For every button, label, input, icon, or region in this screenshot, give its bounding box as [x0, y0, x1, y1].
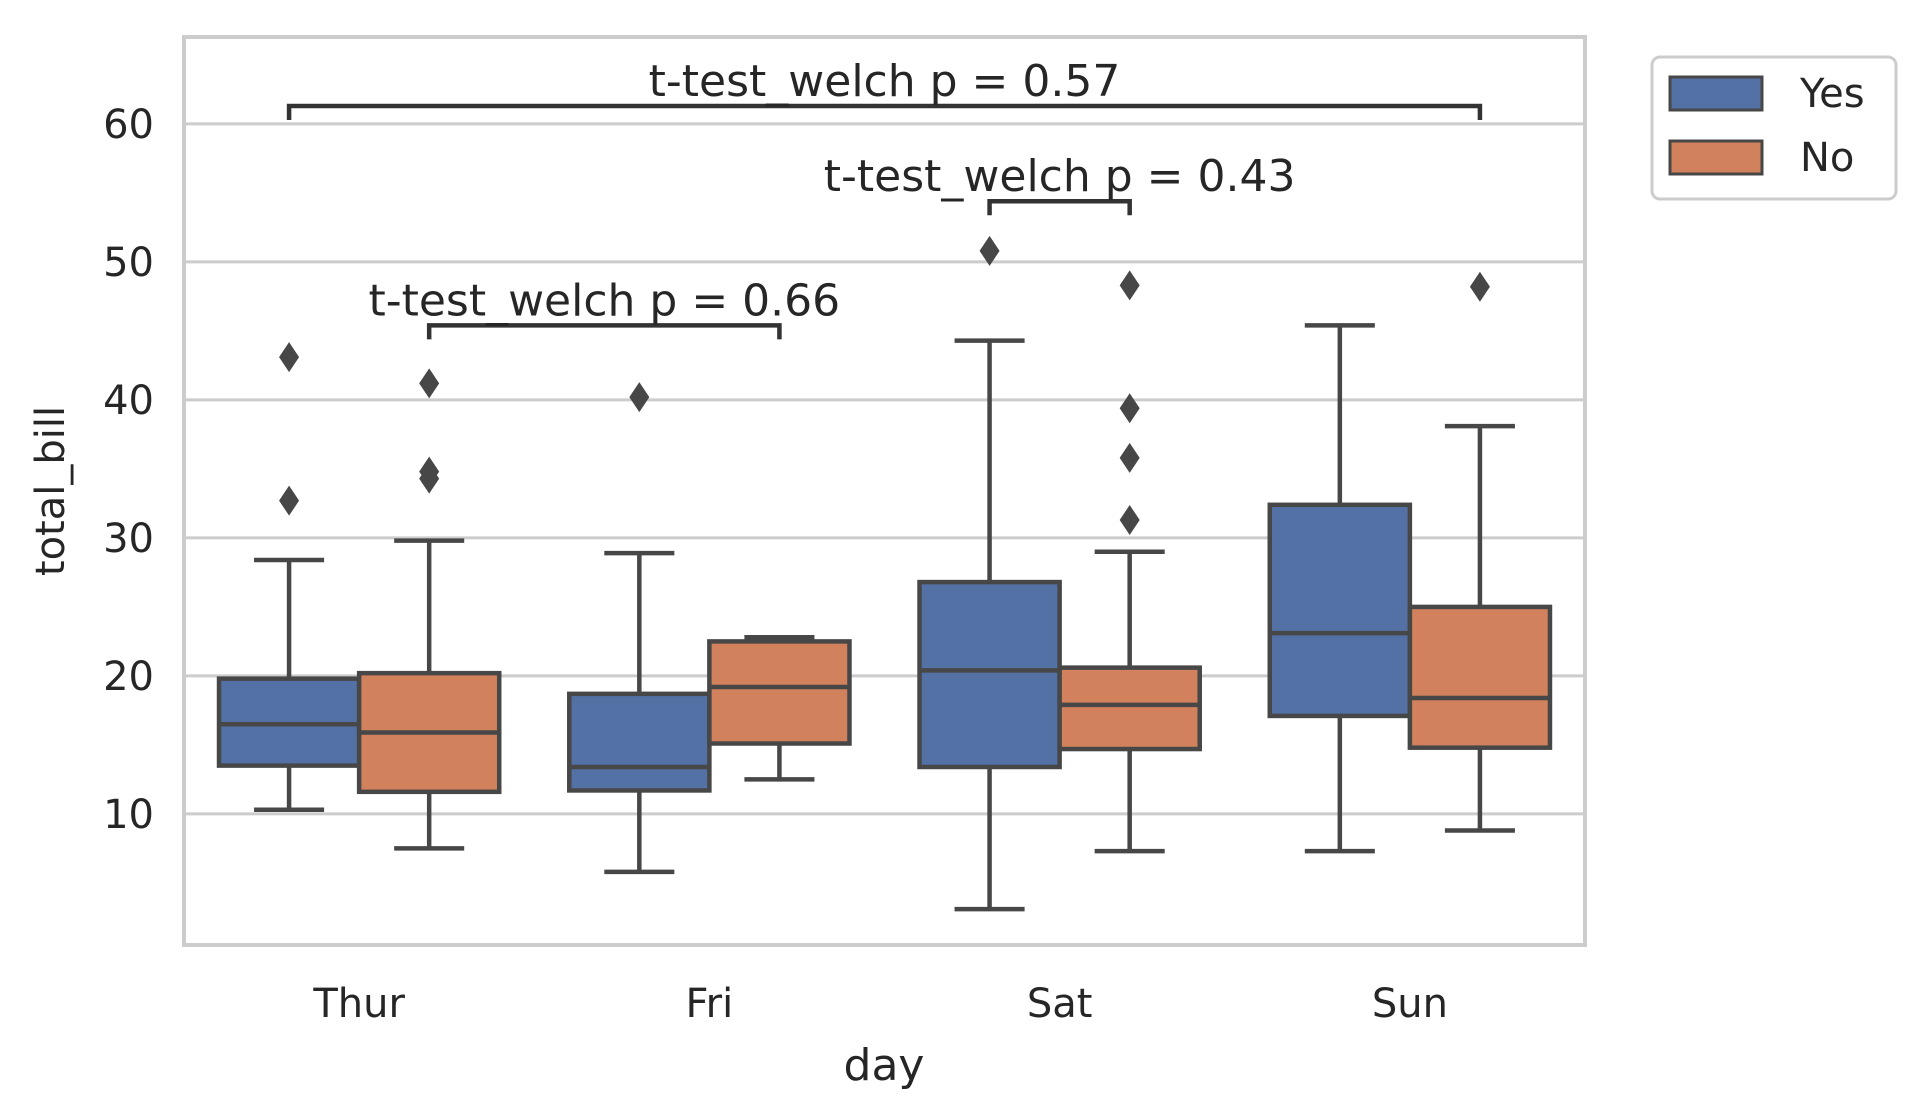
boxes-layer [216, 235, 1553, 912]
box-group [1267, 323, 1413, 854]
box-iqr [567, 691, 712, 793]
significance-label: t-test_welch p = 0.66 [368, 275, 840, 326]
outlier-point [279, 342, 300, 373]
y-tick-label: 50 [103, 240, 154, 286]
x-tick-label: Sun [1372, 981, 1448, 1027]
outlier-point [279, 485, 300, 516]
outlier-point [629, 382, 650, 413]
y-tick-label: 30 [103, 516, 154, 562]
significance-label: t-test_welch p = 0.43 [824, 151, 1296, 202]
outlier-point [1119, 442, 1140, 473]
box-group [1407, 271, 1553, 833]
legend-label: No [1800, 135, 1854, 181]
box-group [216, 342, 362, 813]
legend-swatch [1668, 75, 1764, 112]
box-iqr [1057, 665, 1202, 752]
legend-swatch [1668, 139, 1764, 176]
box-iqr [1267, 502, 1413, 719]
legend: Yes No [1650, 55, 1898, 201]
x-tick-label: Fri [686, 981, 734, 1027]
plot-area-frame [182, 35, 1587, 947]
outlier-point [979, 235, 1000, 266]
box-iqr [1407, 604, 1553, 750]
axes-layer: 10 20 30 40 50 60 Thur Fri Sat Sun [103, 102, 1448, 1027]
box-iqr [917, 579, 1062, 770]
significance-annotation: t-test_welch p = 0.66 [368, 275, 840, 340]
significance-bracket [987, 198, 1132, 216]
annotations-layer: t-test_welch p = 0.66 t-test_welch p = 0.… [286, 56, 1483, 340]
x-axis-label: day [844, 1040, 925, 1091]
y-tick-label: 10 [103, 792, 154, 838]
box-iqr [707, 639, 852, 746]
x-tick-label: Sat [1027, 981, 1093, 1027]
x-tick-label: Thur [312, 981, 405, 1027]
significance-bracket [426, 323, 782, 340]
y-axis-label: total_bill [28, 406, 74, 576]
outlier-point [419, 456, 440, 487]
outlier-point [1119, 270, 1140, 301]
legend-label: Yes [1799, 71, 1865, 117]
outlier-point [1119, 393, 1140, 424]
y-tick-label: 60 [103, 102, 154, 148]
box-group [356, 368, 502, 851]
y-tick-label: 20 [103, 654, 154, 700]
outlier-point [419, 368, 440, 399]
box-group [917, 235, 1062, 912]
outlier-point [1119, 504, 1140, 535]
significance-label: t-test_welch p = 0.57 [649, 56, 1121, 107]
outlier-point [1469, 271, 1490, 302]
significance-bracket [286, 103, 1483, 120]
y-tick-label: 40 [103, 378, 154, 424]
box-group [707, 635, 852, 782]
box-group [1057, 270, 1202, 854]
significance-annotation: t-test_welch p = 0.57 [286, 56, 1483, 120]
significance-annotation: t-test_welch p = 0.43 [824, 151, 1296, 216]
